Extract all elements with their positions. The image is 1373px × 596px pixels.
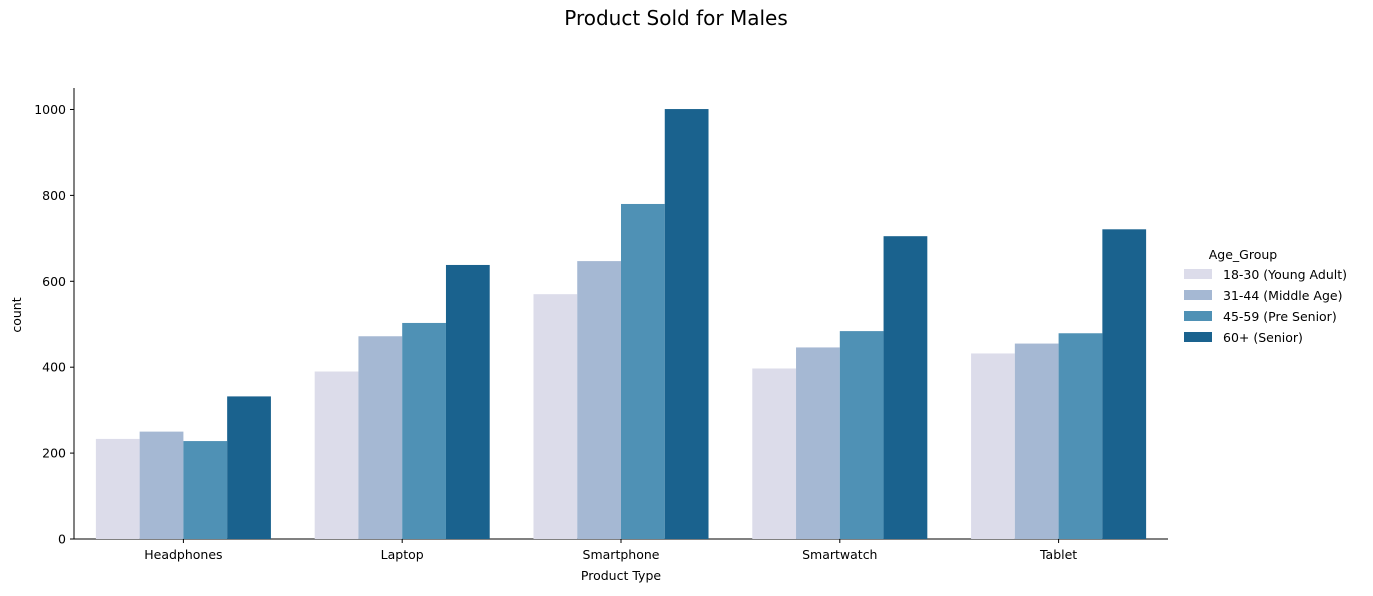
bar-tablet-4 (1102, 229, 1147, 539)
bar-headphones-3 (183, 441, 228, 539)
bar-headphones-1 (95, 438, 140, 539)
legend-label: 18-30 (Young Adult) (1223, 267, 1347, 282)
bar-smartphone-3 (621, 203, 665, 539)
bar-smartphone-1 (533, 294, 578, 539)
legend-label: 60+ (Senior) (1223, 330, 1303, 345)
bar-smartwatch-2 (796, 347, 840, 539)
bar-smartphone-2 (577, 261, 621, 539)
bar-laptop-2 (358, 336, 403, 539)
bar-smartwatch-4 (883, 236, 928, 539)
y-tick-label: 800 (42, 188, 66, 203)
bar-headphones-2 (139, 431, 184, 539)
legend-label: 45-59 (Pre Senior) (1223, 309, 1337, 324)
bar-smartwatch-3 (839, 331, 884, 539)
legend-title: Age_Group (1209, 247, 1278, 262)
bar-laptop-4 (445, 264, 490, 539)
legend-swatch (1184, 269, 1212, 279)
legend: Age_Group 18-30 (Young Adult) 31-44 (Midd… (1184, 247, 1347, 345)
bar-headphones-4 (227, 396, 271, 539)
legend-swatch (1184, 290, 1212, 300)
bar-tablet-1 (971, 353, 1015, 539)
x-tick-label: Smartwatch (802, 547, 877, 562)
legend-swatch (1184, 332, 1212, 342)
y-tick-label: 400 (42, 360, 66, 375)
y-tick-label: 0 (58, 532, 66, 547)
x-tick-label: Headphones (144, 547, 222, 562)
y-ticks: 0 200 400 600 800 1000 (34, 102, 74, 547)
y-tick-label: 200 (42, 446, 66, 461)
y-axis-label: count (9, 297, 24, 332)
x-axis-label: Product Type (581, 568, 661, 583)
bar-laptop-1 (314, 371, 359, 539)
x-ticks: Headphones Laptop Smartphone Smartwatch Tabl… (144, 539, 1077, 562)
x-tick-label: Laptop (381, 547, 424, 562)
bars (95, 109, 1147, 540)
legend-swatch (1184, 311, 1212, 321)
x-tick-label: Tablet (1039, 547, 1077, 562)
chart-title: Product Sold for Males (564, 6, 788, 30)
y-tick-label: 600 (42, 274, 66, 289)
bar-smartwatch-1 (752, 368, 797, 539)
bar-tablet-2 (1014, 343, 1059, 539)
x-tick-label: Smartphone (583, 547, 660, 562)
bar-tablet-3 (1058, 333, 1103, 539)
y-tick-label: 1000 (34, 102, 66, 117)
bar-laptop-3 (402, 322, 446, 539)
bar-smartphone-4 (664, 109, 709, 540)
legend-label: 31-44 (Middle Age) (1223, 288, 1343, 303)
